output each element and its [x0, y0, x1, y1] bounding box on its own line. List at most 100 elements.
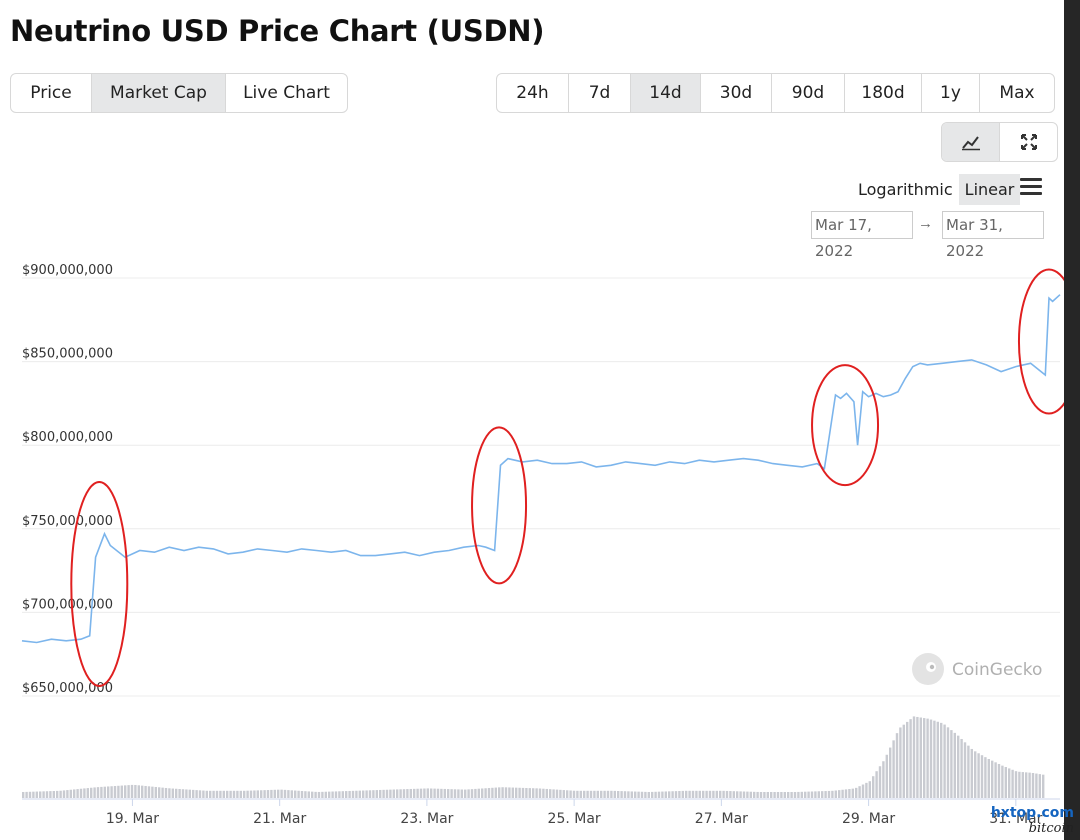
date-to-input[interactable]: Mar 31, 2022: [942, 211, 1044, 260]
linear-option[interactable]: Linear: [958, 174, 1021, 205]
tab-live-chart[interactable]: Live Chart: [243, 83, 330, 103]
volume-bar: [872, 776, 875, 798]
volume-bar: [1018, 771, 1021, 798]
y-tick-label: $900,000,000: [22, 263, 113, 278]
volume-bar: [113, 786, 117, 798]
market-cap-line: [21, 294, 1061, 644]
volume-bar: [909, 719, 912, 798]
volume-bar: [855, 787, 858, 798]
volume-bar: [528, 788, 531, 798]
volume-bar: [787, 792, 790, 798]
volume-bar: [171, 788, 174, 798]
volume-bar: [239, 790, 242, 798]
volume-bar: [158, 787, 161, 798]
range-tab-30d[interactable]: 30d: [701, 74, 772, 112]
logarithmic-option[interactable]: Logarithmic: [858, 180, 953, 199]
range-tab-180d[interactable]: 180d: [845, 74, 922, 112]
volume-bar: [365, 790, 368, 798]
expand-icon[interactable]: [1000, 123, 1057, 161]
line-chart-icon[interactable]: [942, 123, 1000, 161]
volume-bar: [644, 791, 647, 798]
volume-bar: [858, 786, 861, 798]
range-tab-90d[interactable]: 90d: [772, 74, 845, 112]
volume-bar: [460, 789, 463, 798]
date-from-input[interactable]: Mar 17, 2022: [811, 211, 913, 260]
volume-bar: [440, 788, 443, 798]
volume-bar: [49, 791, 52, 798]
volume-bar: [739, 791, 742, 798]
volume-bar: [552, 789, 555, 798]
volume-bar: [926, 718, 929, 798]
annotation-circle: [70, 480, 129, 687]
volume-bar: [334, 791, 338, 798]
volume-bar: [331, 791, 334, 798]
tab-price[interactable]: Price: [11, 74, 92, 112]
volume-bar: [953, 732, 956, 798]
range-tab-14d[interactable]: 14d: [631, 74, 701, 112]
volume-bar: [1038, 774, 1041, 798]
volume-bar: [940, 722, 943, 798]
range-tab-7d[interactable]: 7d: [569, 74, 631, 112]
volume-bar: [844, 789, 848, 798]
watermark: hxtop.com bitcoin: [991, 805, 1074, 836]
volume-bar: [810, 791, 814, 798]
volume-bar: [215, 790, 219, 798]
volume-bar: [515, 787, 518, 798]
x-tick-label: 31. Mar: [989, 811, 1042, 827]
volume-bar: [406, 789, 409, 798]
volume-bar: [963, 742, 967, 798]
volume-bar: [780, 792, 783, 798]
volume-bar: [447, 789, 450, 798]
volume-bar: [678, 791, 681, 798]
volume-bar: [770, 792, 773, 798]
volume-bar: [130, 784, 134, 798]
volume-bar: [783, 792, 786, 798]
scale-toggle: Logarithmic Linear: [852, 174, 1021, 205]
volume-bar: [912, 716, 916, 798]
page-title: Neutrino USD Price Chart (USDN): [10, 14, 545, 48]
background-edge: [1064, 0, 1080, 840]
volume-bar: [1004, 767, 1007, 798]
volume-bar: [450, 789, 453, 798]
volume-bar: [232, 790, 236, 798]
range-tab-24h[interactable]: 24h: [497, 74, 569, 112]
volume-bar: [402, 789, 406, 798]
volume-bar: [800, 791, 803, 798]
range-tab-1y[interactable]: 1y: [922, 74, 980, 112]
volume-bar: [351, 790, 355, 798]
volume-bar: [178, 788, 181, 798]
volume-bar: [188, 789, 191, 798]
volume-bar: [372, 790, 375, 798]
volume-bar: [124, 785, 127, 798]
volume-bar: [470, 789, 474, 798]
menu-icon[interactable]: [1020, 178, 1042, 196]
volume-bar: [341, 791, 344, 798]
volume-bar: [698, 790, 701, 798]
volume-bar: [603, 790, 606, 798]
volume-bar: [205, 790, 208, 798]
volume-bar: [45, 791, 49, 798]
volume-bar: [759, 792, 763, 798]
volume-bar: [970, 748, 973, 798]
tab-market-cap[interactable]: Market Cap: [92, 74, 226, 112]
volume-bar: [501, 787, 504, 798]
volume-bar: [141, 785, 144, 798]
volume-bar: [436, 788, 440, 798]
volume-bar: [831, 790, 834, 798]
volume-bar: [753, 791, 756, 798]
volume-bar: [423, 788, 426, 798]
volume-bar: [73, 789, 76, 798]
volume-bar: [712, 790, 715, 798]
volume-bar: [290, 790, 293, 798]
volume-bar: [243, 790, 246, 798]
y-tick-label: $750,000,000: [22, 514, 113, 529]
volume-bar: [161, 787, 164, 798]
volume-bar: [821, 791, 824, 798]
volume-bar: [355, 790, 358, 798]
volume-bar: [946, 727, 950, 798]
volume-bar: [209, 790, 212, 798]
volume-bar: [807, 791, 810, 798]
range-tab-max[interactable]: Max: [999, 83, 1035, 103]
volume-bar: [776, 792, 780, 798]
